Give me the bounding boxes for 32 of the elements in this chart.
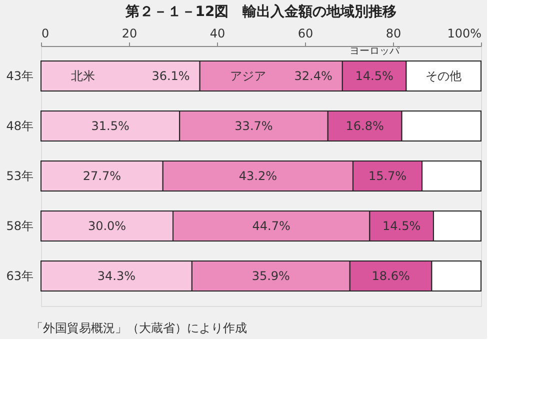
data-label: 32.4%: [294, 69, 332, 83]
x-tick-label: 80: [386, 26, 402, 40]
series-label: その他: [426, 69, 462, 83]
x-tick-label: 0: [42, 26, 50, 40]
chart-title: 第２－１－12図 輸出入金額の地域別推移: [124, 3, 397, 20]
y-tick-label: 63年: [6, 269, 34, 283]
data-label: 15.7%: [368, 169, 407, 183]
data-label: 33.7%: [234, 119, 273, 133]
data-label: 44.7%: [252, 219, 290, 233]
data-label: 14.5%: [382, 219, 421, 233]
data-label: 31.5%: [91, 119, 130, 133]
y-tick-label: 53年: [6, 169, 34, 183]
data-label: 18.6%: [372, 269, 410, 283]
data-label: 34.3%: [97, 269, 136, 283]
x-tick-label: 60: [298, 26, 314, 40]
series-label: 北米: [71, 69, 95, 83]
data-label: 16.8%: [346, 119, 384, 133]
y-tick-label: 43年: [6, 69, 34, 83]
x-tick-label: 20: [122, 26, 138, 40]
series-label: ヨーロッパ: [349, 46, 400, 57]
x-tick-label: 100%: [447, 26, 482, 40]
y-tick-label: 48年: [6, 119, 34, 133]
series-label: アジア: [230, 69, 266, 83]
data-label: 43.2%: [238, 169, 277, 183]
data-label: 14.5%: [355, 69, 394, 83]
text: 「外国貿易概況」（大蔵省）により作成: [31, 321, 247, 335]
y-tick-label: 58年: [6, 219, 34, 233]
data-label: 30.0%: [88, 219, 126, 233]
x-tick-label: 40: [210, 26, 226, 40]
data-label: 36.1%: [152, 69, 190, 83]
data-label: 35.9%: [252, 269, 290, 283]
data-label: 27.7%: [82, 169, 122, 183]
